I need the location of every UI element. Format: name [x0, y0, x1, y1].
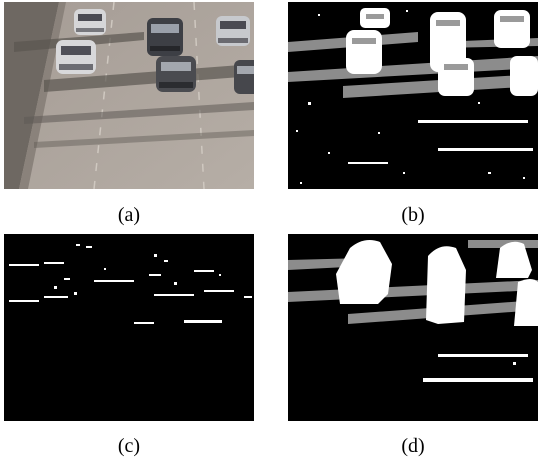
caption-c: (c) [117, 435, 141, 457]
sparse-mask [4, 234, 254, 421]
mask-panel-d [288, 234, 538, 421]
car-1 [74, 9, 106, 35]
car-5 [156, 56, 196, 92]
clean-mask [288, 234, 538, 421]
car-2 [56, 40, 96, 74]
caption-d: (d) [401, 435, 425, 457]
car-6 [234, 60, 254, 94]
caption-b: (b) [401, 204, 425, 226]
caption-a: (a) [117, 204, 141, 226]
car-4 [216, 16, 250, 46]
highway-photo [4, 2, 254, 189]
mask-panel-c [4, 234, 254, 421]
car-3 [147, 18, 183, 56]
shadow-mask [288, 2, 538, 189]
mask-panel-b [288, 2, 538, 189]
photo-panel-a [4, 2, 254, 189]
